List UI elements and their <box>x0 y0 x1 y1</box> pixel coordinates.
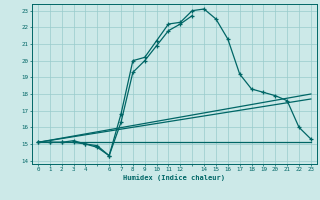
X-axis label: Humidex (Indice chaleur): Humidex (Indice chaleur) <box>124 174 225 181</box>
